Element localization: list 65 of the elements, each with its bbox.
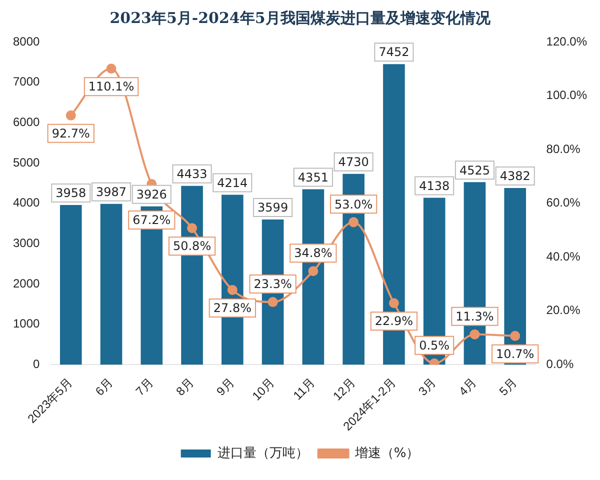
y-tick-label: 0 bbox=[33, 357, 40, 372]
data-label: 53.0% bbox=[334, 197, 373, 212]
data-label: 110.1% bbox=[88, 80, 134, 94]
y2-tick-label: 40.0% bbox=[546, 249, 581, 264]
y2-tick-label: 20.0% bbox=[546, 303, 581, 318]
data-label: 3958 bbox=[56, 186, 86, 200]
point bbox=[348, 217, 359, 228]
y2-tick-label: 80.0% bbox=[546, 142, 581, 156]
x-tick-label: 9月 bbox=[214, 375, 237, 398]
data-label: 4351 bbox=[298, 170, 328, 184]
data-label: 4730 bbox=[338, 155, 369, 170]
y-tick-label: 8000 bbox=[12, 34, 40, 48]
y2-tick-label: 100.0% bbox=[546, 88, 588, 102]
x-tick-label: 5月 bbox=[496, 375, 520, 398]
x-tick-label: 7月 bbox=[133, 375, 156, 398]
y2-tick-label: 60.0% bbox=[546, 196, 581, 210]
data-label: 3926 bbox=[136, 187, 167, 202]
point bbox=[268, 297, 278, 308]
data-label: 10.7% bbox=[496, 347, 534, 362]
data-label: 4138 bbox=[419, 178, 450, 193]
point bbox=[106, 64, 116, 74]
y2-tick-label: 0.0% bbox=[546, 357, 574, 372]
y-tick-label: 1000 bbox=[12, 316, 40, 331]
y-tick-label: 5000 bbox=[12, 155, 40, 170]
data-label: 27.8% bbox=[213, 301, 252, 316]
y-tick-label: 6000 bbox=[12, 114, 40, 129]
point bbox=[470, 329, 480, 340]
y-tick-label: 7000 bbox=[12, 74, 40, 89]
data-label: 50.8% bbox=[172, 239, 212, 254]
data-label: 4433 bbox=[176, 167, 208, 182]
x-tick-label: 4月 bbox=[456, 375, 480, 398]
point bbox=[510, 330, 520, 341]
bar bbox=[60, 205, 82, 365]
x-tick-label: 12月 bbox=[330, 375, 358, 404]
data-label: 3987 bbox=[96, 185, 127, 200]
data-label: 11.3% bbox=[456, 309, 494, 324]
data-label: 4382 bbox=[500, 169, 530, 184]
y-tick-label: 2000 bbox=[12, 276, 40, 290]
data-label: 4214 bbox=[217, 176, 248, 190]
x-tick-label: 10月 bbox=[249, 375, 278, 404]
point bbox=[66, 110, 76, 120]
legend-label: 增速（%） bbox=[354, 446, 420, 461]
data-label: 22.9% bbox=[374, 314, 414, 328]
data-label: 0.5% bbox=[419, 338, 450, 352]
y2-tick-label: 120.0% bbox=[546, 34, 588, 48]
data-label: 7452 bbox=[378, 45, 410, 60]
x-tick-label: 6月 bbox=[92, 375, 116, 398]
data-label: 3599 bbox=[258, 200, 288, 215]
data-label: 23.3% bbox=[254, 277, 292, 292]
chart-title: 2023年5月-2024年5月我国煤炭进口量及增速变化情况 bbox=[110, 8, 492, 27]
point bbox=[308, 266, 318, 276]
x-tick-label: 3月 bbox=[416, 375, 439, 398]
bar bbox=[100, 204, 122, 365]
x-tick-label: 11月 bbox=[290, 375, 318, 403]
point bbox=[227, 284, 238, 295]
legend-label: 进口量（万吨） bbox=[217, 446, 308, 461]
data-label: 92.7% bbox=[52, 126, 90, 141]
point bbox=[187, 223, 198, 234]
x-tick-label: 8月 bbox=[173, 375, 196, 398]
data-label: 67.2% bbox=[132, 213, 171, 228]
y-tick-label: 4000 bbox=[12, 196, 40, 210]
point bbox=[388, 298, 399, 308]
data-label: 4525 bbox=[459, 163, 490, 178]
y-tick-label: 3000 bbox=[12, 236, 40, 250]
data-label: 34.8% bbox=[294, 246, 332, 260]
